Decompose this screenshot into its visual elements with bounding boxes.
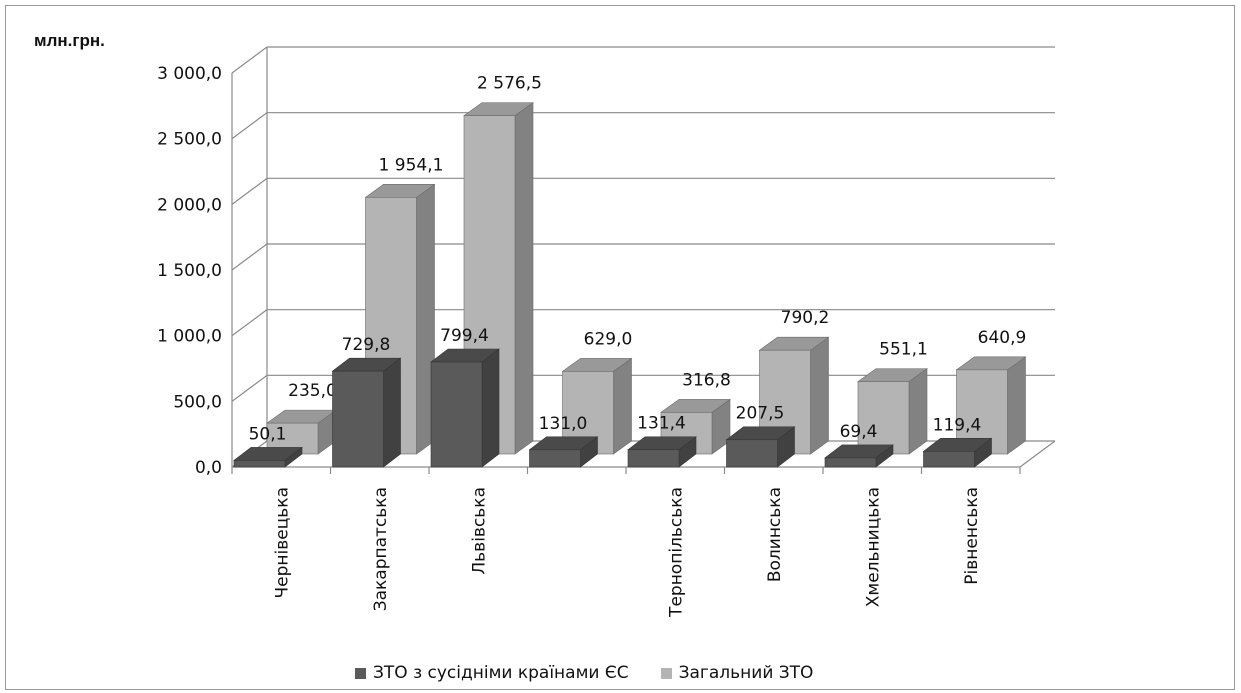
y-tick-label: 0,0	[195, 458, 222, 478]
gridline-side	[231, 177, 268, 205]
x-tick-label: Тернопільська	[666, 487, 686, 618]
y-tick-label: 3 000,0	[157, 64, 222, 84]
bar-eu	[726, 439, 778, 468]
data-label-total: 316,8	[682, 370, 731, 390]
bar-eu	[824, 457, 877, 468]
bar-eu	[233, 460, 286, 468]
bar-total-side	[514, 102, 534, 455]
data-label-eu: 799,4	[440, 326, 489, 346]
bar-total-side	[908, 368, 928, 455]
y-axis-label: млн.грн.	[34, 31, 105, 50]
legend-label-eu: ЗТО з сусідніми країнами ЄС	[373, 663, 629, 683]
x-tick-label: Львівська	[469, 487, 489, 575]
legend-swatch-total	[660, 667, 672, 679]
data-label-total: 2 576,5	[477, 74, 542, 94]
x-tick-label: Волинська	[765, 487, 785, 582]
data-label-total: 1 954,1	[379, 155, 444, 175]
y-tick-label: 1 000,0	[157, 327, 222, 347]
data-label-eu: 50,1	[249, 424, 287, 444]
data-label-total: 629,0	[584, 329, 633, 349]
legend-swatch-eu	[355, 667, 366, 679]
bar-eu	[529, 449, 581, 468]
data-label-eu: 207,5	[736, 404, 785, 424]
data-label-total: 790,2	[781, 308, 830, 328]
data-label-total: 235,0	[288, 381, 337, 401]
data-label-eu: 131,0	[539, 414, 588, 434]
bar-eu	[923, 451, 975, 468]
data-label-eu: 729,8	[342, 335, 391, 355]
x-tick-label: Хмельницька	[863, 487, 883, 607]
y-tick-label: 500,0	[173, 392, 222, 412]
y-tick-label: 2 500,0	[157, 130, 222, 150]
bar-total-side	[1007, 356, 1026, 455]
bar-eu	[430, 361, 483, 468]
data-label-total: 551,1	[879, 340, 928, 360]
y-tick-label: 1 500,0	[157, 261, 222, 281]
gridline-side	[231, 374, 268, 402]
x-tick-label: Чернівецька	[272, 487, 292, 599]
x-tick-label: Рівненська	[962, 487, 982, 585]
bar-total-side	[613, 357, 632, 455]
gridline-side	[231, 112, 268, 140]
gridline-side	[231, 46, 268, 74]
legend: ЗТО з сусідніми країнами ЄС Загальний ЗТ…	[355, 663, 839, 683]
floor-edge	[1019, 440, 1056, 468]
bar-eu	[332, 370, 384, 468]
bar-eu-side	[481, 348, 500, 468]
gridline-side	[231, 243, 268, 271]
bar-total-side	[810, 336, 829, 455]
bar-eu-side	[383, 357, 401, 468]
bar-total	[857, 381, 910, 455]
y-tick-label: 2 000,0	[157, 195, 222, 215]
bar-eu	[627, 449, 680, 468]
legend-label-total: Загальний ЗТО	[678, 663, 814, 683]
data-label-eu: 131,4	[637, 414, 686, 434]
data-label-eu: 119,4	[933, 415, 982, 435]
legend-item-eu: ЗТО з сусідніми країнами ЄС	[355, 663, 629, 683]
gridline-side	[231, 309, 268, 337]
legend-item-total: Загальний ЗТО	[660, 663, 814, 683]
chart-frame	[5, 5, 1235, 690]
x-tick-label: Закарпатська	[371, 487, 391, 611]
data-label-total: 640,9	[978, 328, 1027, 348]
data-label-eu: 69,4	[840, 422, 878, 442]
